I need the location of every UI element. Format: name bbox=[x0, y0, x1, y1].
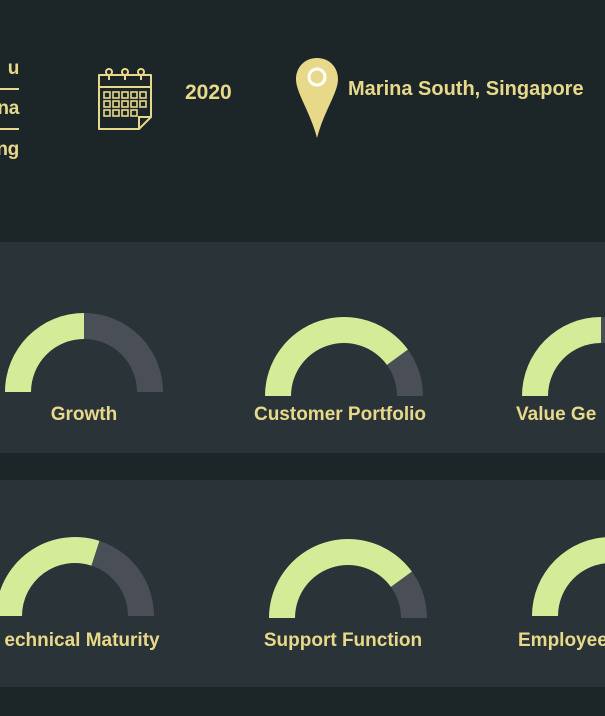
name-line-3: ng bbox=[0, 139, 19, 160]
gauge-label-value-generation: Value Ge bbox=[516, 404, 597, 425]
calendar-icon bbox=[98, 68, 152, 130]
gauge-fill bbox=[0, 537, 100, 616]
gauge-customer-portfolio bbox=[265, 316, 423, 396]
gauge-label-growth: Growth bbox=[50, 404, 118, 425]
gauge-fill bbox=[5, 313, 84, 392]
gauge-growth bbox=[5, 313, 163, 392]
gauge-panel-1: Growth Customer Portfolio Value Ge bbox=[0, 242, 605, 453]
gauge-fill bbox=[269, 538, 412, 618]
gauge-fill bbox=[522, 317, 601, 396]
name-line-1: u bbox=[7, 58, 20, 79]
name-line-2: na bbox=[0, 98, 19, 119]
header: u na ng bbox=[0, 0, 605, 242]
gauge-support-function bbox=[269, 538, 427, 618]
gauge-value-generation bbox=[522, 317, 605, 396]
gauge-technical-maturity bbox=[0, 537, 154, 616]
gauge-label-customer-portfolio: Customer Portfolio bbox=[253, 404, 427, 425]
year-text: 2020 bbox=[185, 81, 232, 104]
gauge-panel-2: echnical Maturity Support Function Emplo… bbox=[0, 480, 605, 687]
name-divider-2 bbox=[0, 128, 19, 130]
gauge-label-employee: Employee bbox=[518, 630, 605, 651]
gauge-fill bbox=[265, 316, 408, 396]
gauge-label-technical-maturity: echnical Maturity bbox=[4, 630, 160, 651]
gauge-employee bbox=[532, 537, 605, 616]
name-divider-1 bbox=[0, 88, 19, 90]
location-text: Marina South, Singapore bbox=[348, 78, 584, 100]
gauge-label-support-function: Support Function bbox=[263, 630, 423, 651]
map-pin-icon bbox=[296, 58, 338, 138]
gauge-fill bbox=[532, 537, 605, 616]
